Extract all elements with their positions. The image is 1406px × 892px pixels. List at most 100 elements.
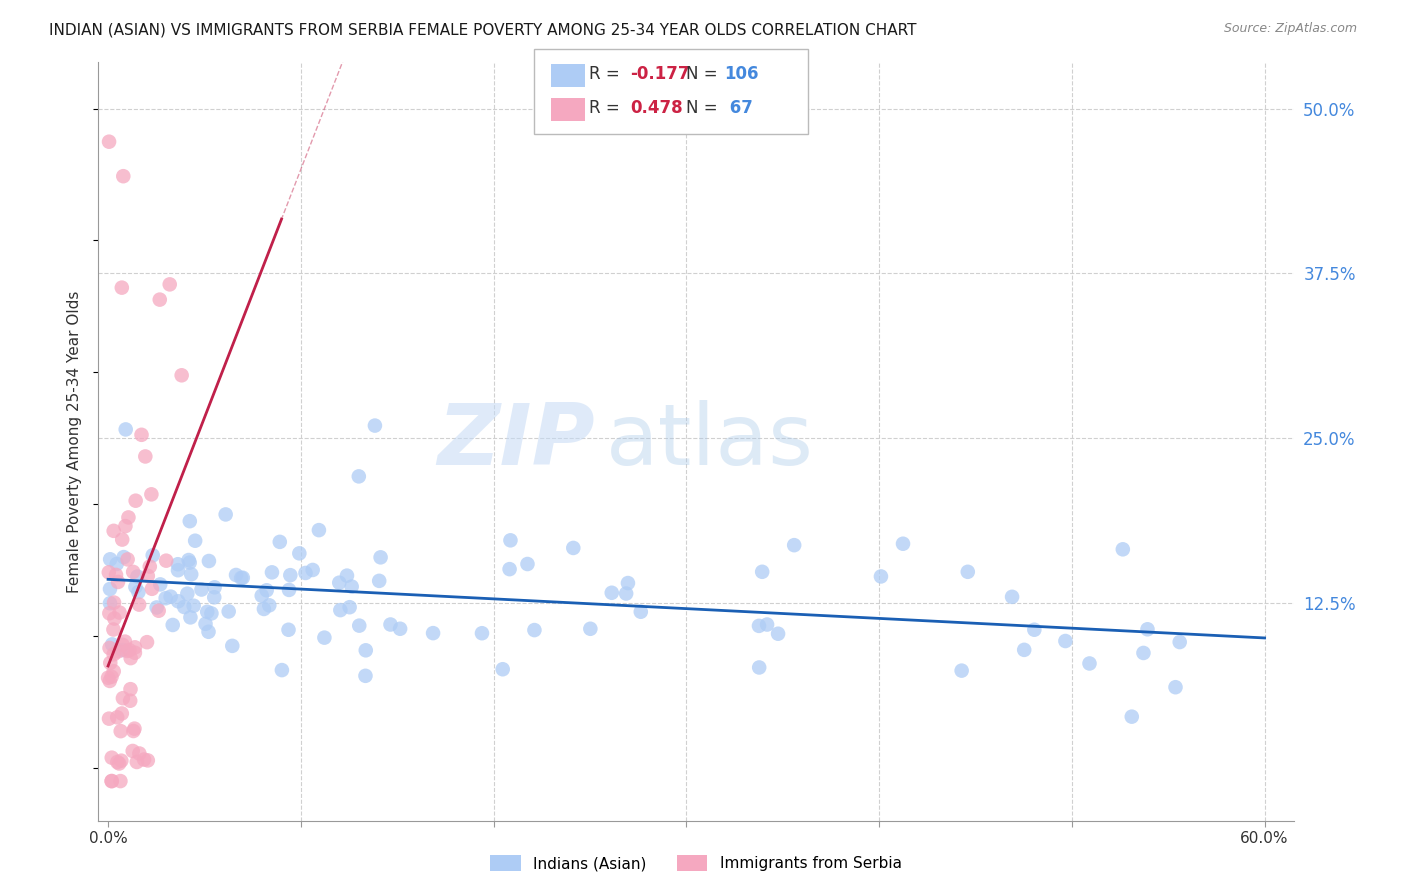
Immigrants from Serbia: [97, 671, 120, 685]
Indians (Asian): [1168, 635, 1191, 649]
Indians (Asian): [98, 596, 121, 610]
Immigrants from Serbia: [110, 724, 132, 739]
Indians (Asian): [1121, 709, 1143, 723]
Indians (Asian): [162, 618, 184, 632]
Immigrants from Serbia: [120, 694, 142, 708]
Indians (Asian): [145, 600, 167, 615]
Y-axis label: Female Poverty Among 25-34 Year Olds: Female Poverty Among 25-34 Year Olds: [67, 291, 83, 592]
Indians (Asian): [127, 569, 149, 583]
Indians (Asian): [159, 590, 181, 604]
Immigrants from Serbia: [134, 450, 156, 464]
Immigrants from Serbia: [111, 691, 134, 706]
Indians (Asian): [756, 617, 779, 632]
Immigrants from Serbia: [105, 568, 128, 582]
Indians (Asian): [259, 599, 281, 613]
Indians (Asian): [166, 558, 188, 572]
Immigrants from Serbia: [98, 640, 121, 655]
Immigrants from Serbia: [124, 640, 146, 655]
Indians (Asian): [98, 582, 121, 596]
Indians (Asian): [218, 604, 240, 618]
Immigrants from Serbia: [120, 651, 142, 665]
Indians (Asian): [221, 639, 243, 653]
Immigrants from Serbia: [136, 569, 159, 583]
Immigrants from Serbia: [170, 368, 193, 383]
Indians (Asian): [253, 602, 276, 616]
Indians (Asian): [179, 514, 201, 528]
Indians (Asian): [127, 585, 149, 599]
Text: R =: R =: [589, 99, 626, 117]
Immigrants from Serbia: [103, 524, 125, 538]
Indians (Asian): [198, 554, 221, 568]
Indians (Asian): [194, 616, 217, 631]
Immigrants from Serbia: [98, 656, 121, 670]
Immigrants from Serbia: [149, 293, 172, 307]
Indians (Asian): [98, 552, 121, 566]
Indians (Asian): [498, 562, 520, 576]
Immigrants from Serbia: [159, 277, 181, 292]
Indians (Asian): [630, 605, 652, 619]
Indians (Asian): [956, 565, 979, 579]
Indians (Asian): [149, 577, 172, 591]
Indians (Asian): [766, 626, 789, 640]
Indians (Asian): [783, 538, 806, 552]
Legend: Indians (Asian), Immigrants from Serbia: Indians (Asian), Immigrants from Serbia: [484, 849, 908, 878]
Text: atlas: atlas: [606, 400, 814, 483]
Immigrants from Serbia: [118, 643, 141, 657]
Indians (Asian): [301, 563, 323, 577]
Indians (Asian): [180, 567, 202, 582]
Immigrants from Serbia: [107, 644, 129, 658]
Immigrants from Serbia: [141, 582, 163, 596]
Immigrants from Serbia: [110, 774, 132, 789]
Immigrants from Serbia: [111, 706, 134, 721]
Indians (Asian): [950, 664, 973, 678]
Indians (Asian): [1001, 590, 1024, 604]
Text: 106: 106: [724, 65, 759, 83]
Indians (Asian): [336, 568, 359, 582]
Immigrants from Serbia: [103, 596, 125, 610]
Immigrants from Serbia: [148, 604, 170, 618]
Text: R =: R =: [589, 65, 626, 83]
Indians (Asian): [1024, 623, 1046, 637]
Indians (Asian): [614, 586, 637, 600]
Indians (Asian): [499, 533, 522, 548]
Indians (Asian): [179, 610, 201, 624]
Immigrants from Serbia: [103, 623, 125, 637]
Immigrants from Serbia: [103, 611, 125, 625]
Immigrants from Serbia: [125, 755, 148, 769]
Indians (Asian): [562, 541, 585, 555]
Immigrants from Serbia: [111, 638, 134, 652]
Indians (Asian): [1112, 542, 1135, 557]
Text: ZIP: ZIP: [437, 400, 595, 483]
Indians (Asian): [167, 563, 190, 577]
Indians (Asian): [389, 622, 412, 636]
Immigrants from Serbia: [141, 487, 163, 501]
Indians (Asian): [380, 617, 402, 632]
Indians (Asian): [278, 582, 301, 597]
Indians (Asian): [471, 626, 494, 640]
Immigrants from Serbia: [107, 574, 129, 589]
Indians (Asian): [112, 550, 135, 565]
Immigrants from Serbia: [155, 554, 177, 568]
Indians (Asian): [891, 537, 914, 551]
Indians (Asian): [748, 619, 770, 633]
Immigrants from Serbia: [124, 493, 146, 508]
Immigrants from Serbia: [111, 533, 134, 547]
Indians (Asian): [190, 582, 212, 597]
Indians (Asian): [231, 571, 253, 585]
Immigrants from Serbia: [117, 510, 139, 524]
Indians (Asian): [516, 557, 538, 571]
Immigrants from Serbia: [124, 646, 146, 660]
Indians (Asian): [197, 624, 219, 639]
Immigrants from Serbia: [128, 598, 150, 612]
Indians (Asian): [105, 557, 128, 571]
Immigrants from Serbia: [132, 753, 155, 767]
Indians (Asian): [364, 418, 387, 433]
Immigrants from Serbia: [100, 670, 122, 684]
Indians (Asian): [177, 553, 200, 567]
Indians (Asian): [1012, 643, 1035, 657]
Immigrants from Serbia: [112, 169, 135, 184]
Text: INDIAN (ASIAN) VS IMMIGRANTS FROM SERBIA FEMALE POVERTY AMONG 25-34 YEAR OLDS CO: INDIAN (ASIAN) VS IMMIGRANTS FROM SERBIA…: [49, 22, 917, 37]
Indians (Asian): [204, 580, 226, 594]
Indians (Asian): [124, 580, 146, 594]
Immigrants from Serbia: [100, 750, 122, 764]
